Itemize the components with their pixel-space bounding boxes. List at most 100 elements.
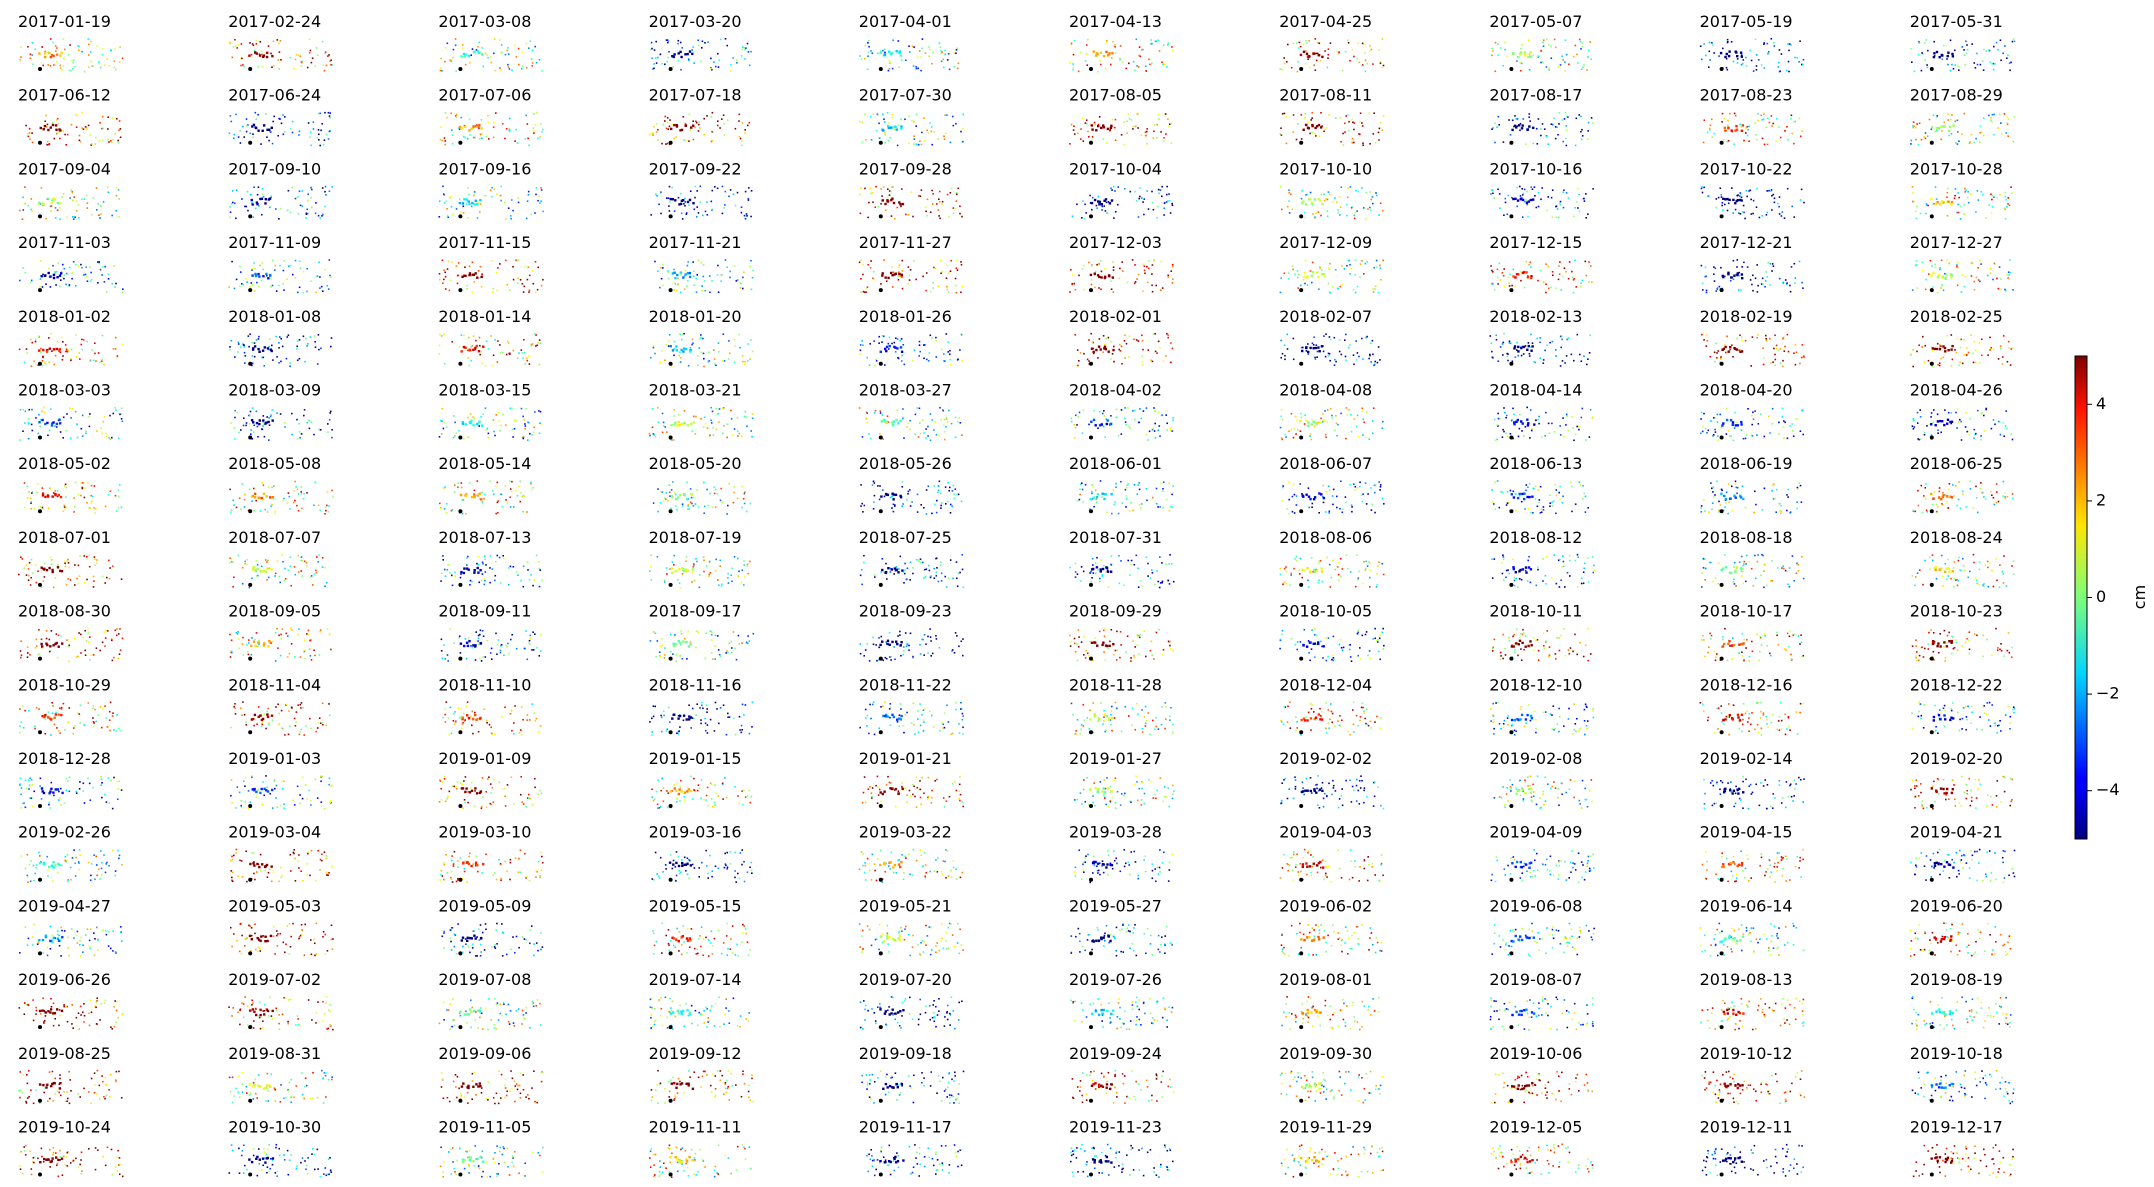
- map-pixel: [1153, 407, 1155, 409]
- map-pixel: [1153, 259, 1155, 262]
- map-pixel: [1771, 270, 1773, 272]
- map-pixel: [879, 350, 882, 353]
- map-pixel: [1950, 203, 1953, 206]
- map-pixel: [26, 497, 29, 499]
- map-pixel: [911, 45, 914, 48]
- map-pixel: [896, 144, 899, 147]
- map-pixel: [691, 338, 694, 341]
- map-pixel: [1312, 213, 1314, 215]
- reference-point: [458, 288, 463, 293]
- map-pixel: [1503, 268, 1505, 270]
- map-pixel: [22, 209, 25, 211]
- map-pixel: [1763, 435, 1766, 438]
- map-pixel: [1519, 271, 1522, 273]
- map-pixel: [1927, 204, 1929, 207]
- map-pixel: [487, 114, 489, 117]
- map-pixel: [480, 53, 484, 56]
- map-pixel: [302, 270, 305, 273]
- map-pixel: [438, 344, 441, 347]
- map-panel: [438, 259, 544, 293]
- map-pixel: [74, 216, 76, 219]
- map-pixel: [1554, 126, 1557, 128]
- map-pixel: [1161, 195, 1163, 198]
- map-pixel: [1940, 138, 1942, 141]
- map-pixel: [1564, 61, 1566, 63]
- map-pixel: [1301, 190, 1303, 192]
- map-pixel: [660, 267, 662, 269]
- map-pixel: [1119, 350, 1122, 352]
- map-pixel: [1162, 44, 1165, 47]
- map-panel: [1700, 259, 1804, 294]
- map-pixel: [858, 407, 861, 409]
- map-pixel: [733, 265, 736, 267]
- map-pixel: [674, 283, 677, 285]
- map-pixel: [1736, 273, 1739, 277]
- map-pixel: [1167, 41, 1170, 44]
- map-pixel: [105, 435, 108, 437]
- map-pixel: [881, 334, 884, 337]
- map-pixel: [286, 278, 288, 281]
- map-pixel: [305, 337, 307, 340]
- map-pixel: [97, 282, 99, 284]
- map-pixel: [1580, 416, 1583, 419]
- map-pixel: [1957, 192, 1959, 194]
- map-pixel: [463, 198, 466, 201]
- map-pixel: [652, 68, 654, 70]
- map-pixel: [1325, 126, 1328, 129]
- map-pixel: [1705, 291, 1708, 294]
- map-pixel: [263, 435, 266, 438]
- map-pixel: [1327, 355, 1330, 357]
- map-pixel: [27, 417, 30, 420]
- map-pixel: [1780, 53, 1783, 55]
- map-pixel: [519, 279, 522, 281]
- map-pixel: [484, 407, 487, 409]
- map-pixel: [702, 352, 705, 355]
- map-pixel: [48, 347, 51, 350]
- map-pixel: [1357, 42, 1359, 45]
- map-pixel: [1799, 135, 1802, 138]
- map-pixel: [468, 118, 471, 121]
- map-pixel: [879, 410, 882, 413]
- map-pixel: [1769, 284, 1771, 286]
- map-pixel: [115, 409, 117, 411]
- map-pixel: [1511, 196, 1513, 199]
- map-pixel: [1364, 59, 1367, 62]
- reference-point: [878, 361, 883, 366]
- map-pixel: [1123, 340, 1126, 342]
- map-pixel: [43, 406, 45, 409]
- map-pixel: [1107, 201, 1110, 203]
- map-pixel: [1534, 361, 1536, 364]
- map-pixel: [949, 349, 951, 352]
- map-pixel: [1280, 339, 1282, 342]
- map-pixel: [24, 410, 27, 413]
- map-pixel: [1754, 122, 1756, 124]
- map-pixel: [316, 136, 319, 139]
- map-pixel: [1166, 66, 1168, 68]
- map-pixel: [33, 360, 35, 363]
- map-pixel: [1168, 125, 1170, 128]
- map-pixel: [1937, 273, 1941, 277]
- map-pixel: [941, 270, 944, 273]
- map-pixel: [1325, 436, 1327, 439]
- map-pixel: [69, 437, 72, 439]
- map-pixel: [655, 40, 657, 43]
- map-pixel: [1943, 121, 1945, 123]
- map-pixel: [1934, 266, 1937, 269]
- map-pixel: [53, 137, 56, 140]
- map-pixel: [1572, 291, 1575, 294]
- map-pixel: [1732, 278, 1735, 280]
- map-pixel: [739, 137, 742, 140]
- map-pixel: [940, 50, 942, 52]
- map-pixel: [1926, 64, 1928, 66]
- map-pixel: [1327, 267, 1330, 269]
- map-pixel: [946, 288, 948, 291]
- map-pixel: [945, 277, 948, 279]
- map-pixel: [94, 352, 96, 355]
- reference-point: [1509, 435, 1514, 440]
- map-pixel: [1735, 128, 1739, 131]
- map-pixel: [1700, 432, 1702, 435]
- map-pixel: [1287, 272, 1290, 274]
- map-pixel: [94, 342, 96, 344]
- map-pixel: [1768, 51, 1770, 54]
- map-pixel: [1947, 119, 1950, 121]
